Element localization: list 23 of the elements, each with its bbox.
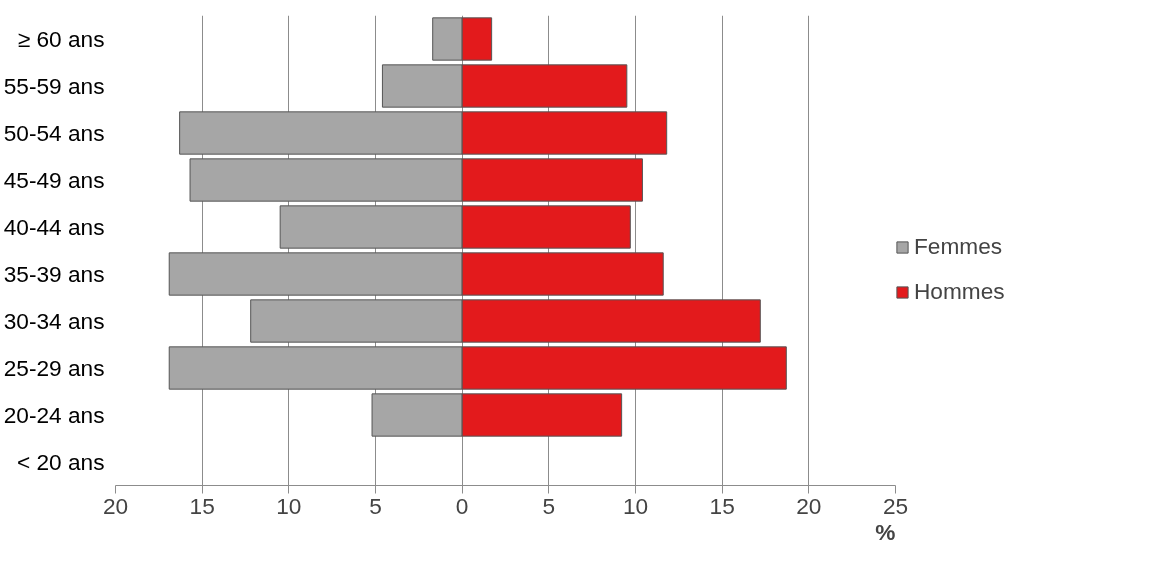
y-tick-label: 55-59 ans xyxy=(3,73,105,99)
x-tick-label: 5 xyxy=(542,492,556,519)
x-tick-label: 5 xyxy=(369,492,382,519)
x-tick-label: 0 xyxy=(455,492,469,519)
y-tick-label: 30-34 ans xyxy=(3,308,105,334)
x-tick-label: 25 xyxy=(882,492,909,519)
y-tick-label: 25-29 ans xyxy=(3,355,105,381)
y-tick-label: 20-24 ans xyxy=(3,402,105,428)
legend-label: Hommes xyxy=(914,278,1005,305)
y-tick-label: 50-54 ans xyxy=(3,120,105,146)
x-axis-title: % xyxy=(875,518,896,545)
x-tick-label: 20 xyxy=(796,492,822,519)
y-tick-label: 45-49 ans xyxy=(3,167,105,193)
x-tick-label: 15 xyxy=(189,492,215,519)
x-tick-label: 15 xyxy=(709,492,735,519)
x-tick-label: 10 xyxy=(276,492,302,519)
y-tick-label: 40-44 ans xyxy=(3,214,105,240)
y-tick-label: < 20 ans xyxy=(16,449,105,475)
legend-label: Femmes xyxy=(914,233,1003,260)
x-tick-label: 10 xyxy=(622,492,649,519)
y-tick-label: ≥ 60 ans xyxy=(17,26,105,52)
x-tick-label: 20 xyxy=(102,492,129,519)
y-tick-label: 35-39 ans xyxy=(3,261,105,287)
